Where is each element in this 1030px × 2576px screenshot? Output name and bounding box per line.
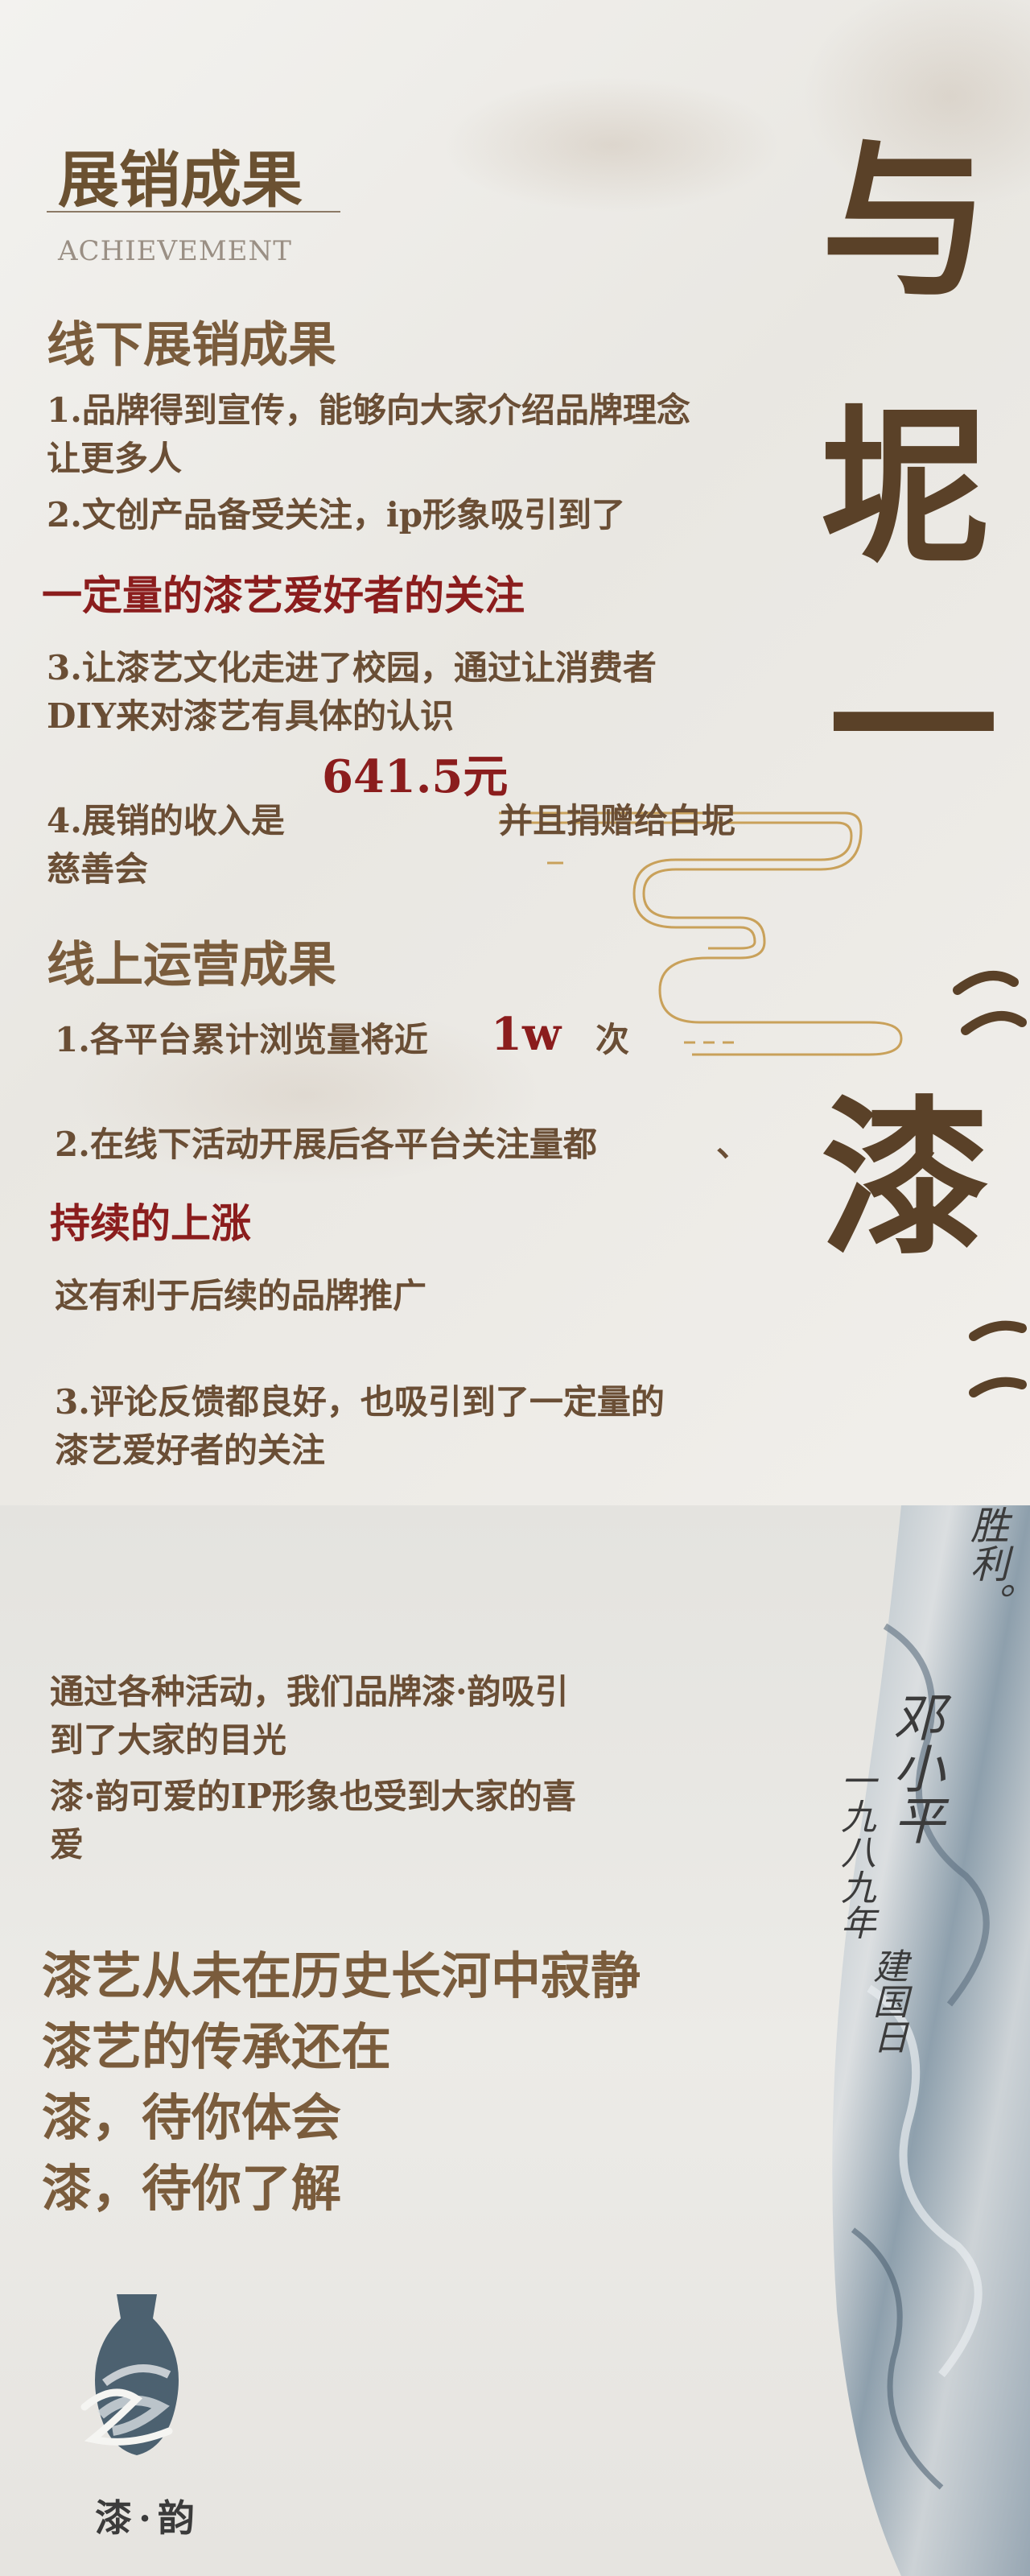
calligraphy-char-1: 与: [821, 122, 991, 320]
online-line-3b: 漆艺爱好者的关注: [55, 1430, 326, 1470]
online-line-2-comma: 、: [716, 1125, 751, 1164]
summary-line-2: 到了大家的目光: [50, 1720, 287, 1760]
offline-line-4b: 并且捐赠给白坭: [499, 801, 736, 840]
online-line-2: 2.在线下活动开展后各平台关注量都: [55, 1125, 597, 1164]
online-line-3a: 3.评论反馈都良好，也吸引到了一定量的: [55, 1382, 665, 1422]
top-background: [0, 0, 1030, 1505]
brand-logo-vase-icon: [80, 2294, 179, 2455]
online-heading: 线上运营成果: [47, 937, 336, 993]
slogan-4: 漆，待你了解: [42, 2159, 342, 2218]
online-line-2-highlight: 持续的上涨: [50, 1199, 251, 1247]
slogan-3: 漆，待你体会: [42, 2088, 342, 2147]
inscription-top: 胜利。: [963, 1505, 1008, 1621]
summary-line-3: 漆·韵可爱的IP形象也受到大家的喜: [50, 1777, 576, 1816]
offline-heading: 线下展销成果: [47, 317, 336, 374]
calligraphy-char-3: 一: [829, 629, 999, 828]
inscription-col-3: 建国日: [867, 1948, 908, 2054]
offline-line-4c: 慈善会: [47, 849, 149, 889]
offline-line-2-highlight: 一定量的漆艺爱好者的关注: [42, 572, 525, 619]
offline-line-3a: 3.让漆艺文化走进了校园，通过让消费者: [47, 648, 657, 687]
slogan-1: 漆艺从未在历史长河中寂静: [42, 1946, 641, 2005]
offline-line-1a: 1.品牌得到宣传，能够向大家介绍品牌理念: [47, 390, 690, 430]
calligraphy-char-2: 坭: [821, 387, 991, 586]
income-value: 641.5元: [322, 750, 509, 803]
brand-logo-text: 漆·韵: [95, 2496, 202, 2540]
online-line-1-suffix: 次: [595, 1020, 630, 1059]
online-line-1-prefix: 1.各平台累计浏览量将近: [55, 1020, 428, 1059]
inscription-signature: 邓小平: [884, 1690, 944, 1845]
page-subtitle: ACHIEVEMENT: [58, 235, 292, 267]
offline-line-1b: 让更多人: [47, 439, 183, 478]
summary-line-4: 爱: [50, 1825, 84, 1864]
views-value: 1w: [491, 1008, 562, 1061]
calligraphy-quote-mark-1: [953, 971, 1027, 1035]
slogan-2: 漆艺的传承还在: [42, 2017, 392, 2076]
offline-line-4a: 4.展销的收入是: [47, 801, 285, 840]
calligraphy-char-4: 漆: [821, 1080, 991, 1278]
offline-line-3b: DIY来对漆艺有具体的认识: [47, 696, 455, 736]
inscription-col-2: 一九八九年: [834, 1763, 876, 1940]
online-line-2-note: 这有利于后续的品牌推广: [55, 1276, 427, 1315]
page-title: 展销成果: [58, 144, 303, 216]
gold-wave-decoration: [499, 811, 903, 1056]
marbled-vase-image: [832, 1505, 1030, 2576]
title-divider: [47, 211, 340, 213]
offline-line-2: 2.文创产品备受关注，ip形象吸引到了: [47, 495, 626, 535]
summary-line-1: 通过各种活动，我们品牌漆·韵吸引: [50, 1672, 569, 1711]
calligraphy-quote-mark-2: [969, 1320, 1027, 1397]
